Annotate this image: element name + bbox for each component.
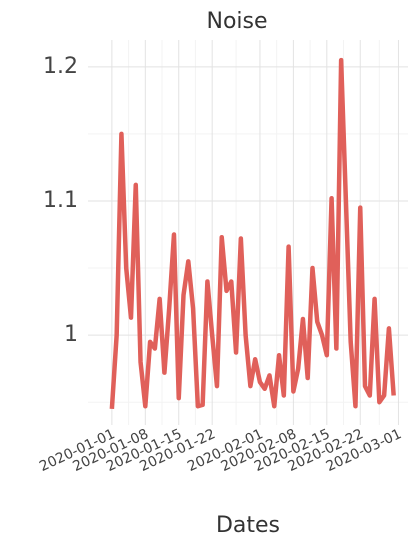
y-tick-label: 1.2 xyxy=(43,54,78,79)
line xyxy=(109,57,396,410)
y-tick-label: 1.1 xyxy=(43,188,78,213)
x-axis-label: Dates xyxy=(216,513,280,538)
chart-title: Noise xyxy=(206,9,267,34)
y-tick-label: 1 xyxy=(64,322,78,347)
